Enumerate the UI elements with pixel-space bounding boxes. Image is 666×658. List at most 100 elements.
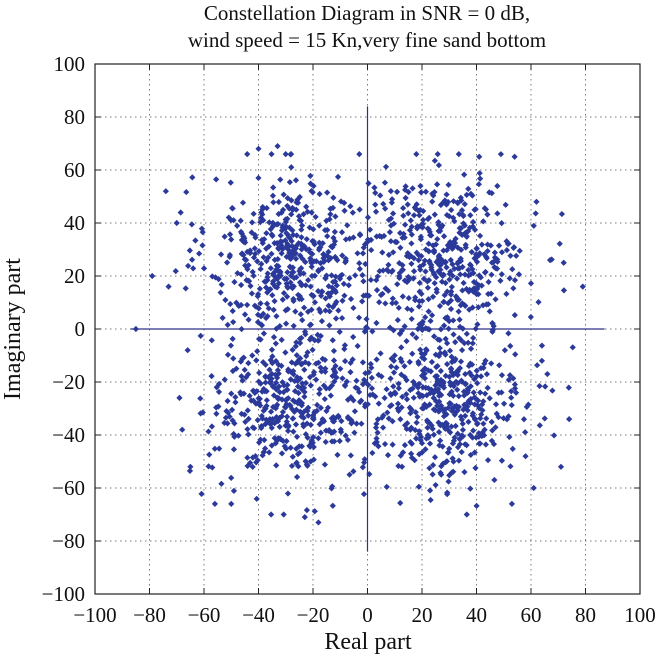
data-point <box>453 294 461 301</box>
data-point <box>298 296 305 303</box>
data-point <box>566 416 573 423</box>
data-point <box>454 430 461 437</box>
data-point <box>290 231 297 238</box>
data-point <box>334 451 341 458</box>
data-point <box>397 229 404 237</box>
data-point <box>332 362 339 370</box>
data-point <box>355 314 363 321</box>
data-point <box>424 225 431 232</box>
data-point <box>434 181 441 188</box>
data-point <box>298 282 305 289</box>
data-point <box>262 373 269 381</box>
data-point <box>396 330 403 338</box>
data-point <box>275 198 282 206</box>
data-point <box>353 377 360 384</box>
data-point <box>364 401 371 408</box>
data-point <box>226 231 234 238</box>
data-point <box>398 327 406 334</box>
data-point <box>301 366 308 373</box>
data-point <box>259 452 266 459</box>
data-point <box>407 217 414 224</box>
data-point <box>372 189 379 197</box>
data-point <box>476 153 483 160</box>
data-point <box>338 428 345 436</box>
data-point <box>258 422 265 430</box>
data-point <box>230 318 237 326</box>
data-point <box>430 192 437 199</box>
data-point <box>287 402 294 409</box>
data-point <box>400 212 407 219</box>
data-point <box>483 371 491 378</box>
data-point <box>482 390 489 397</box>
data-point <box>458 225 465 232</box>
data-point <box>444 340 451 347</box>
data-point <box>480 420 487 427</box>
data-point <box>243 256 250 264</box>
data-point <box>371 440 378 447</box>
data-point <box>356 231 364 238</box>
data-point <box>213 384 220 391</box>
data-point <box>238 373 245 380</box>
x-tick-label: 60 <box>521 603 542 627</box>
data-point <box>532 210 539 217</box>
data-point <box>266 449 273 456</box>
data-point <box>458 347 466 354</box>
data-point <box>418 221 425 228</box>
data-point <box>288 237 295 245</box>
data-point <box>263 300 271 307</box>
data-point <box>440 258 447 265</box>
data-point <box>245 316 252 323</box>
data-point <box>307 382 314 389</box>
data-point <box>400 204 407 212</box>
data-point <box>467 261 474 268</box>
data-point <box>347 295 355 303</box>
data-point <box>182 285 189 292</box>
data-point <box>402 183 409 190</box>
data-point <box>458 432 465 439</box>
data-point <box>346 471 353 478</box>
data-point <box>249 463 256 470</box>
data-point <box>296 335 304 342</box>
data-point <box>419 384 427 391</box>
data-point <box>462 441 469 448</box>
data-point <box>229 205 236 212</box>
data-point <box>377 192 384 199</box>
data-point <box>425 296 432 303</box>
data-point <box>509 445 516 452</box>
data-point <box>461 222 468 229</box>
data-point <box>471 376 478 383</box>
data-point <box>449 381 456 388</box>
data-point <box>444 361 451 368</box>
data-point <box>527 313 534 321</box>
data-point <box>546 257 554 264</box>
data-point <box>309 189 316 196</box>
data-point <box>423 435 430 442</box>
data-point <box>485 278 492 286</box>
data-point <box>403 425 410 433</box>
data-point <box>463 330 470 337</box>
data-point <box>328 382 336 389</box>
data-point <box>248 397 255 404</box>
data-point <box>467 345 475 352</box>
data-point <box>426 258 433 265</box>
data-point <box>459 420 466 427</box>
data-point <box>556 240 563 247</box>
data-point <box>234 270 241 277</box>
data-point <box>322 368 329 375</box>
data-point <box>450 468 457 475</box>
data-point <box>298 246 305 253</box>
data-point <box>366 391 374 399</box>
data-point <box>378 414 386 421</box>
data-point <box>381 440 389 448</box>
x-tick-label: −40 <box>242 603 275 627</box>
data-point <box>421 375 429 382</box>
data-point <box>324 404 332 411</box>
data-point <box>458 207 466 214</box>
data-point <box>327 205 334 212</box>
data-point <box>450 238 457 246</box>
data-point <box>389 210 397 217</box>
data-point <box>260 385 267 393</box>
data-point <box>274 275 281 282</box>
data-point <box>355 388 363 396</box>
data-point <box>322 427 330 434</box>
